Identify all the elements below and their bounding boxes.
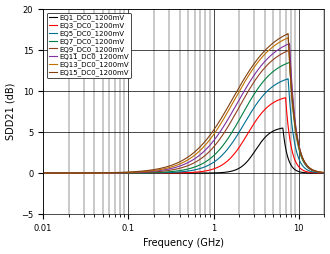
EQ3_DC0_1200mV — [55, 172, 59, 175]
EQ5_DC0_1200mV — [322, 171, 326, 174]
EQ7_DC0_1200mV — [314, 170, 318, 173]
EQ5_DC0_1200mV — [286, 77, 290, 80]
EQ15_DC0_1200mV — [286, 32, 290, 35]
EQ7_DC0_1200mV — [41, 172, 45, 175]
Line: EQ11_DC0_1200mV: EQ11_DC0_1200mV — [43, 43, 324, 173]
Line: EQ3_DC0_1200mV: EQ3_DC0_1200mV — [43, 98, 324, 173]
EQ3_DC0_1200mV — [263, 108, 267, 111]
EQ15_DC0_1200mV — [314, 170, 318, 173]
EQ15_DC0_1200mV — [171, 163, 175, 166]
EQ9_DC0_1200mV — [263, 66, 267, 69]
EQ5_DC0_1200mV — [41, 172, 45, 175]
EQ3_DC0_1200mV — [314, 171, 318, 174]
EQ7_DC0_1200mV — [287, 61, 291, 64]
EQ11_DC0_1200mV — [55, 172, 59, 175]
EQ5_DC0_1200mV — [171, 171, 175, 174]
EQ13_DC0_1200mV — [178, 162, 182, 165]
Line: EQ15_DC0_1200mV: EQ15_DC0_1200mV — [43, 34, 324, 173]
EQ9_DC0_1200mV — [55, 172, 59, 175]
EQ15_DC0_1200mV — [263, 49, 267, 52]
EQ1_DC0_1200mV — [314, 172, 318, 175]
EQ1_DC0_1200mV — [55, 172, 59, 175]
EQ11_DC0_1200mV — [322, 171, 326, 174]
EQ3_DC0_1200mV — [171, 171, 175, 174]
EQ9_DC0_1200mV — [322, 171, 326, 174]
EQ13_DC0_1200mV — [171, 165, 175, 168]
Line: EQ5_DC0_1200mV: EQ5_DC0_1200mV — [43, 79, 324, 173]
EQ7_DC0_1200mV — [322, 171, 326, 174]
EQ11_DC0_1200mV — [171, 167, 175, 170]
EQ13_DC0_1200mV — [286, 36, 290, 39]
EQ15_DC0_1200mV — [41, 172, 45, 175]
EQ11_DC0_1200mV — [314, 170, 318, 173]
EQ11_DC0_1200mV — [178, 165, 182, 168]
EQ1_DC0_1200mV — [263, 136, 267, 139]
Line: EQ7_DC0_1200mV: EQ7_DC0_1200mV — [43, 62, 324, 173]
Line: EQ13_DC0_1200mV: EQ13_DC0_1200mV — [43, 38, 324, 173]
Line: EQ1_DC0_1200mV: EQ1_DC0_1200mV — [43, 128, 324, 173]
EQ11_DC0_1200mV — [314, 170, 318, 173]
EQ1_DC0_1200mV — [314, 172, 318, 175]
EQ11_DC0_1200mV — [287, 42, 291, 45]
EQ3_DC0_1200mV — [178, 171, 182, 174]
EQ15_DC0_1200mV — [55, 172, 59, 175]
EQ5_DC0_1200mV — [314, 171, 318, 174]
EQ3_DC0_1200mV — [322, 171, 326, 174]
EQ13_DC0_1200mV — [314, 170, 318, 173]
EQ9_DC0_1200mV — [171, 168, 175, 171]
EQ5_DC0_1200mV — [178, 170, 182, 173]
EQ3_DC0_1200mV — [283, 96, 287, 99]
EQ5_DC0_1200mV — [55, 172, 59, 175]
EQ9_DC0_1200mV — [178, 167, 182, 170]
EQ13_DC0_1200mV — [314, 170, 318, 173]
EQ1_DC0_1200mV — [171, 172, 175, 175]
EQ13_DC0_1200mV — [263, 53, 267, 56]
EQ5_DC0_1200mV — [263, 92, 267, 95]
EQ7_DC0_1200mV — [178, 169, 182, 172]
EQ9_DC0_1200mV — [287, 49, 291, 52]
EQ9_DC0_1200mV — [314, 170, 318, 173]
EQ15_DC0_1200mV — [178, 160, 182, 163]
EQ9_DC0_1200mV — [41, 172, 45, 175]
EQ11_DC0_1200mV — [41, 172, 45, 175]
EQ1_DC0_1200mV — [322, 172, 326, 175]
EQ9_DC0_1200mV — [314, 170, 318, 173]
Legend: EQ1_DC0_1200mV, EQ3_DC0_1200mV, EQ5_DC0_1200mV, EQ7_DC0_1200mV, EQ9_DC0_1200mV, : EQ1_DC0_1200mV, EQ3_DC0_1200mV, EQ5_DC0_… — [47, 12, 131, 78]
EQ7_DC0_1200mV — [314, 170, 318, 173]
EQ7_DC0_1200mV — [263, 78, 267, 81]
EQ1_DC0_1200mV — [281, 126, 285, 130]
EQ15_DC0_1200mV — [322, 171, 326, 174]
X-axis label: Frequency (GHz): Frequency (GHz) — [143, 239, 224, 248]
EQ11_DC0_1200mV — [263, 60, 267, 63]
EQ1_DC0_1200mV — [41, 172, 45, 175]
EQ13_DC0_1200mV — [55, 172, 59, 175]
EQ5_DC0_1200mV — [314, 171, 318, 174]
EQ1_DC0_1200mV — [178, 172, 182, 175]
EQ7_DC0_1200mV — [55, 172, 59, 175]
EQ13_DC0_1200mV — [41, 172, 45, 175]
EQ3_DC0_1200mV — [41, 172, 45, 175]
EQ3_DC0_1200mV — [314, 171, 318, 174]
EQ13_DC0_1200mV — [322, 171, 326, 174]
EQ7_DC0_1200mV — [171, 170, 175, 173]
Y-axis label: SDD21 (dB): SDD21 (dB) — [6, 83, 16, 140]
Line: EQ9_DC0_1200mV: EQ9_DC0_1200mV — [43, 50, 324, 173]
EQ15_DC0_1200mV — [314, 170, 318, 173]
